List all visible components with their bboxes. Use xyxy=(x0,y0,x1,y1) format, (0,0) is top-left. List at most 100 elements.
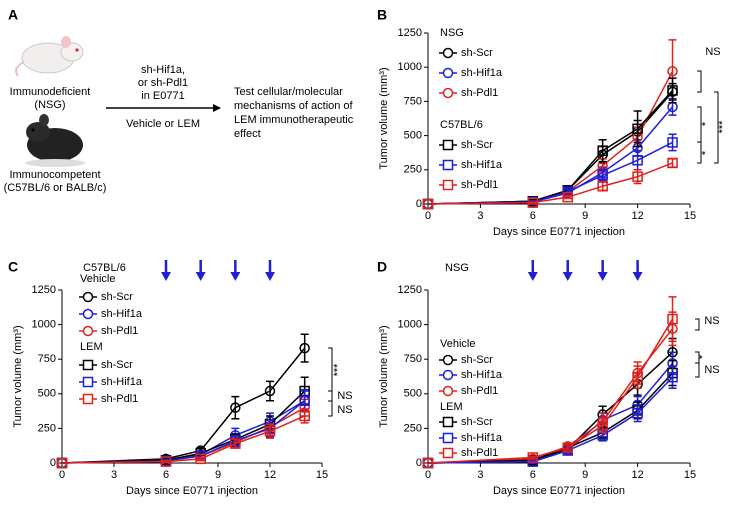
data-point xyxy=(299,342,310,354)
treatment-arrow-head xyxy=(265,272,275,281)
x-tick-label: 15 xyxy=(316,469,328,481)
panel-label: C xyxy=(8,259,18,275)
legend-marker xyxy=(442,47,454,59)
y-tick-label: 1250 xyxy=(32,284,56,296)
legend-title: NSG xyxy=(440,27,464,39)
legend-marker xyxy=(442,159,454,171)
significance-label: NS xyxy=(337,390,352,402)
data-point xyxy=(632,407,643,419)
significance-label: NS xyxy=(704,364,719,376)
error-bar xyxy=(668,296,677,342)
significance-bracket xyxy=(328,390,333,402)
series xyxy=(422,97,678,210)
data-point xyxy=(667,85,678,96)
data-point xyxy=(632,154,643,166)
legend-marker xyxy=(82,376,94,388)
data-point xyxy=(264,425,276,437)
error-bar xyxy=(231,395,240,420)
legend-label: sh-Hif1a xyxy=(101,308,143,320)
legend-label: sh-Scr xyxy=(101,291,133,303)
series-line xyxy=(427,328,674,464)
legend-label: sh-Pdl1 xyxy=(101,325,138,337)
significance-bracket xyxy=(695,318,700,331)
x-tick-label: 12 xyxy=(264,469,276,481)
x-tick-label: 9 xyxy=(582,469,588,481)
error-bar xyxy=(668,158,677,168)
y-tick-label: 250 xyxy=(404,422,422,434)
y-tick-label: 1250 xyxy=(398,284,422,296)
y-tick-label: 500 xyxy=(404,388,422,400)
panel-label: D xyxy=(377,259,387,275)
outcome-text: Test cellular/molecular xyxy=(234,86,343,98)
treatment-arrow-head xyxy=(195,272,206,281)
y-axis-label: Tumor volume (mm³) xyxy=(378,67,390,169)
legend-label: sh-Pdl1 xyxy=(461,87,498,99)
data-point xyxy=(667,313,678,325)
data-point xyxy=(422,198,434,210)
treatment-arrow-head xyxy=(562,272,573,281)
data-point xyxy=(264,385,276,397)
x-tick-label: 0 xyxy=(59,469,65,481)
legend-title: Vehicle xyxy=(440,338,475,350)
legend-marker xyxy=(82,308,94,320)
treatment-arrow-head xyxy=(597,272,608,281)
chart-title: C57BL/6 xyxy=(83,262,126,274)
y-tick-label: 1000 xyxy=(32,319,56,331)
legend-marker xyxy=(442,87,454,99)
data-point xyxy=(597,180,608,192)
error-bar xyxy=(196,456,205,461)
error-bar xyxy=(598,138,607,163)
y-tick-label: 0 xyxy=(416,457,422,469)
y-tick-label: 250 xyxy=(404,164,422,176)
y-tick-label: 0 xyxy=(416,198,422,210)
treatment-text: sh-Hif1a, xyxy=(141,64,185,76)
legend-label: sh-Hif1a xyxy=(461,159,503,171)
legend-label: sh-Pdl1 xyxy=(101,393,138,405)
x-axis-label: Days since E0771 injection xyxy=(126,485,258,497)
y-tick-label: 750 xyxy=(404,95,422,107)
legend-marker xyxy=(442,139,454,151)
black-mouse xyxy=(25,114,85,167)
x-tick-label: 3 xyxy=(477,210,483,222)
significance-label: NS xyxy=(705,46,720,58)
legend-label: sh-Scr xyxy=(461,47,493,59)
x-axis-label: Days since E0771 injection xyxy=(493,226,625,238)
error-bar xyxy=(563,195,572,200)
panel-label: B xyxy=(377,7,387,23)
significance-label: * xyxy=(697,354,709,359)
series-line xyxy=(61,415,305,464)
error-bar xyxy=(563,444,572,452)
legend-label: sh-Pdl1 xyxy=(461,385,498,397)
error-bar xyxy=(162,460,170,464)
treatment-arrow-head xyxy=(527,272,538,281)
data-point xyxy=(195,453,206,465)
data-point xyxy=(230,402,241,413)
y-tick-label: 750 xyxy=(38,353,56,365)
x-tick-label: 15 xyxy=(684,469,696,481)
legend-title: C57BL/6 xyxy=(440,119,483,131)
legend-marker xyxy=(442,432,454,444)
legend-label: sh-Scr xyxy=(461,139,493,151)
data-point xyxy=(422,457,434,469)
data-point xyxy=(597,145,608,156)
legend-label: sh-Pdl1 xyxy=(461,447,498,459)
legend-marker xyxy=(442,354,454,366)
legend-marker xyxy=(442,369,454,381)
significance-label: NS xyxy=(704,315,719,327)
series-line xyxy=(427,376,674,464)
treatment-text: in E0771 xyxy=(141,90,184,102)
significance-bracket xyxy=(695,362,700,378)
legend-marker xyxy=(442,67,454,79)
error-bar xyxy=(633,149,642,171)
legend-label: sh-Hif1a xyxy=(461,369,503,381)
error-bar xyxy=(528,201,537,205)
series xyxy=(56,408,310,469)
error-bar xyxy=(528,455,537,460)
series-line xyxy=(427,372,674,464)
series-line xyxy=(427,318,674,464)
data-point xyxy=(597,170,608,181)
data-point xyxy=(667,137,678,148)
panel-label: A xyxy=(8,7,18,23)
data-point xyxy=(160,456,172,467)
treatment-text: or sh-Pdl1 xyxy=(138,77,188,89)
